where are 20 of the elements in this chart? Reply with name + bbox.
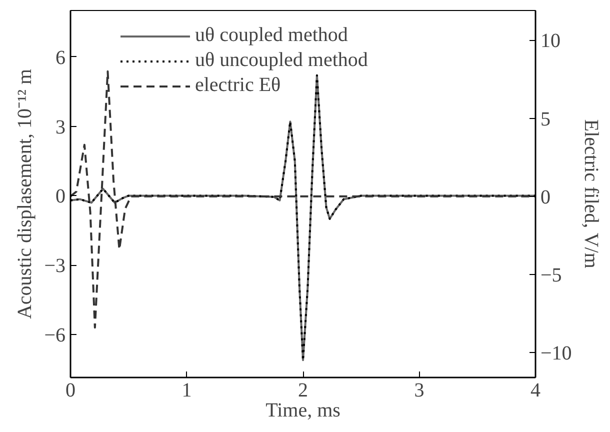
y-tick-label: 0 xyxy=(56,186,66,208)
x-tick-label: 4 xyxy=(530,380,540,402)
y-tick-label: 6 xyxy=(56,46,66,69)
legend-label: uθ uncoupled method xyxy=(195,49,368,72)
x-tick-label: 1 xyxy=(182,380,192,402)
y2-tick-label: −10 xyxy=(540,342,572,365)
x-tick-label: 3 xyxy=(414,380,424,402)
y-tick-label: −3 xyxy=(44,255,66,278)
y-tick-label: −6 xyxy=(44,324,66,347)
x-axis-title: Time, ms xyxy=(266,400,341,422)
y-tick-label: 3 xyxy=(56,116,66,138)
y2-tick-label: 0 xyxy=(540,186,550,208)
y2-axis-title: Electric filed, V/m xyxy=(580,119,602,269)
legend-label: uθ coupled method xyxy=(195,24,348,47)
y2-tick-label: 10 xyxy=(540,30,560,52)
y-axis-title: Acoustic displasement, 10⁻¹² m xyxy=(14,68,36,320)
y2-tick-label: 5 xyxy=(540,108,550,130)
y2-tick-label: −5 xyxy=(540,264,562,286)
legend-label: electric Eθ xyxy=(195,74,281,97)
x-tick-label: 2 xyxy=(298,380,308,402)
